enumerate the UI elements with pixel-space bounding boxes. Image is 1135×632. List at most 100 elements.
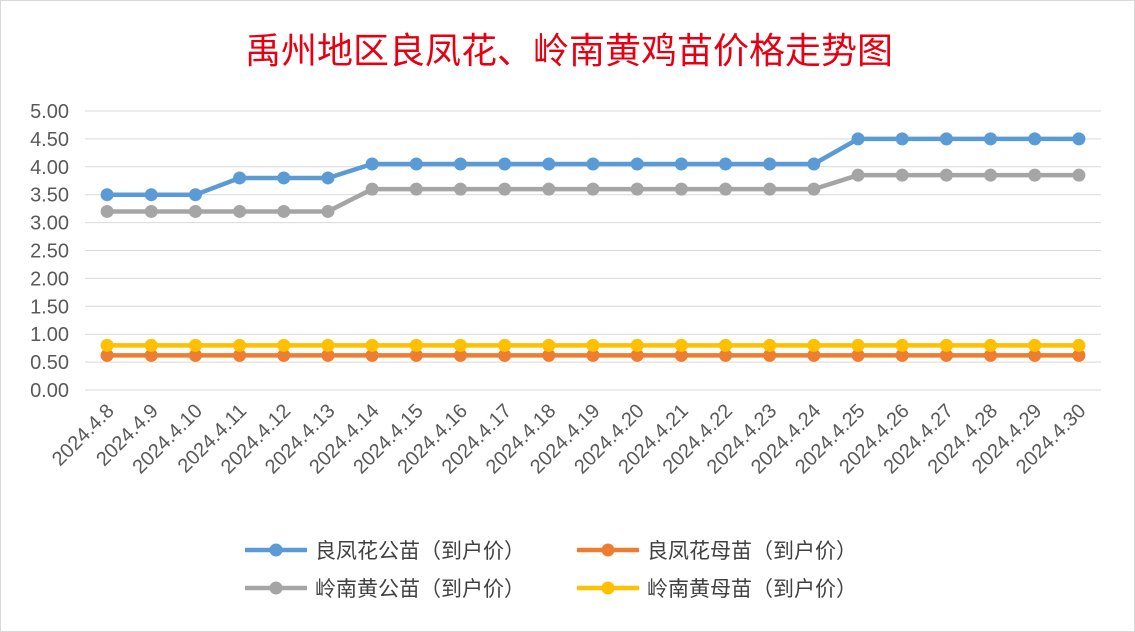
data-point <box>1072 132 1086 146</box>
y-tick-label: 4.50 <box>30 129 69 151</box>
data-point <box>984 168 998 182</box>
data-point <box>1072 348 1086 362</box>
data-point <box>586 157 600 171</box>
data-point <box>1028 132 1042 146</box>
data-point <box>807 182 821 196</box>
data-point <box>984 338 998 352</box>
data-point <box>365 338 379 352</box>
data-point <box>586 348 600 362</box>
data-point <box>277 171 291 185</box>
data-point <box>630 348 644 362</box>
series-group <box>100 132 1086 202</box>
data-point <box>630 157 644 171</box>
y-tick-label: 3.00 <box>30 213 69 235</box>
data-point <box>188 348 202 362</box>
y-tick-label: 1.00 <box>30 324 69 346</box>
data-point <box>542 157 556 171</box>
data-point <box>233 338 247 352</box>
data-point <box>851 168 865 182</box>
y-tick-label: 2.50 <box>30 241 69 263</box>
legend-swatch-marker <box>269 581 283 595</box>
data-point <box>763 157 777 171</box>
data-point <box>188 204 202 218</box>
data-point <box>233 204 247 218</box>
data-point <box>277 338 291 352</box>
data-point <box>321 348 335 362</box>
legend-label: 良凤花母苗（到户价） <box>647 539 857 563</box>
data-point <box>409 348 423 362</box>
legend-swatch-marker <box>601 581 615 595</box>
data-point <box>365 157 379 171</box>
legend-label: 良凤花公苗（到户价） <box>315 539 525 563</box>
data-point <box>498 348 512 362</box>
y-tick-label: 0.00 <box>30 380 69 402</box>
legend-swatch-marker <box>269 543 283 557</box>
data-point <box>321 171 335 185</box>
data-point <box>984 348 998 362</box>
data-point <box>233 348 247 362</box>
y-tick-label: 1.50 <box>30 296 69 318</box>
series-layer <box>100 132 1086 362</box>
legend-item: 岭南黄母苗（到户价） <box>577 577 857 601</box>
data-point <box>895 168 909 182</box>
data-point <box>498 338 512 352</box>
data-point <box>895 338 909 352</box>
data-point <box>763 348 777 362</box>
data-point <box>100 348 114 362</box>
data-point <box>851 348 865 362</box>
data-point <box>144 348 158 362</box>
data-point <box>719 338 733 352</box>
data-point <box>674 182 688 196</box>
data-point <box>939 338 953 352</box>
data-point <box>630 182 644 196</box>
data-point <box>188 188 202 202</box>
legend-swatch-marker <box>601 543 615 557</box>
data-point <box>630 338 644 352</box>
y-tick-label: 4.00 <box>30 157 69 179</box>
data-point <box>851 132 865 146</box>
data-point <box>188 338 202 352</box>
data-point <box>100 338 114 352</box>
data-point <box>1028 348 1042 362</box>
legend-item: 良凤花公苗（到户价） <box>245 539 525 563</box>
chart-title: 禹州地区良凤花、岭南黄鸡苗价格走势图 <box>245 31 893 72</box>
legend-label: 岭南黄公苗（到户价） <box>315 577 525 601</box>
data-point <box>542 338 556 352</box>
data-point <box>498 182 512 196</box>
data-point <box>895 348 909 362</box>
legend-item: 良凤花母苗（到户价） <box>577 539 857 563</box>
data-point <box>1072 338 1086 352</box>
data-point <box>365 182 379 196</box>
data-point <box>807 157 821 171</box>
data-point <box>763 338 777 352</box>
data-point <box>453 348 467 362</box>
y-tick-label: 5.00 <box>30 101 69 123</box>
data-point <box>453 338 467 352</box>
data-point <box>939 168 953 182</box>
data-point <box>100 188 114 202</box>
y-axis-ticks: 0.00 0.50 1.00 1.50 2.00 2.50 3.00 3.50 4.00 4.50… <box>30 101 69 402</box>
series-group <box>100 338 1086 352</box>
data-point <box>100 204 114 218</box>
series-group <box>100 348 1086 362</box>
data-point <box>542 182 556 196</box>
data-point <box>674 338 688 352</box>
y-tick-label: 3.50 <box>30 185 69 207</box>
data-point <box>939 132 953 146</box>
legend-label: 岭南黄母苗（到户价） <box>647 577 857 601</box>
y-tick-label: 2.00 <box>30 268 69 290</box>
series-group <box>100 168 1086 218</box>
data-point <box>1072 168 1086 182</box>
data-point <box>719 157 733 171</box>
legend-item: 岭南黄公苗（到户价） <box>245 577 525 601</box>
data-point <box>144 338 158 352</box>
data-point <box>763 182 777 196</box>
data-point <box>498 157 512 171</box>
data-point <box>895 132 909 146</box>
data-point <box>365 348 379 362</box>
data-point <box>453 182 467 196</box>
y-tick-label: 0.50 <box>30 352 69 374</box>
data-point <box>674 348 688 362</box>
